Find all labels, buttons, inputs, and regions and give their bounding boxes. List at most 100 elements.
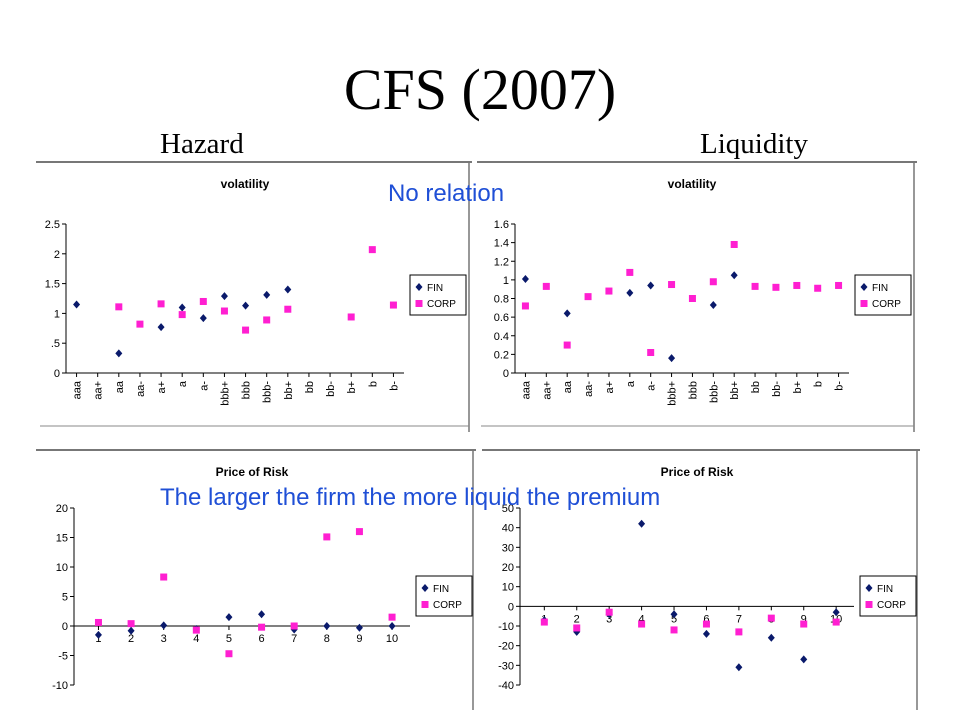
corp-point bbox=[355, 528, 363, 536]
legend-fin-label: FIN bbox=[877, 584, 893, 595]
fin-point bbox=[647, 281, 655, 290]
x-tick-label: 5 bbox=[226, 633, 232, 645]
x-tick-label: 3 bbox=[606, 613, 612, 625]
fin-point bbox=[94, 630, 102, 639]
corp-point bbox=[647, 349, 655, 357]
corp-point bbox=[263, 316, 271, 324]
corp-point bbox=[767, 614, 775, 622]
legend-fin-marker bbox=[860, 283, 868, 291]
corp-point bbox=[323, 533, 331, 541]
fin-point bbox=[115, 349, 123, 358]
fin-point bbox=[220, 292, 228, 301]
corp-point bbox=[160, 573, 168, 581]
x-tick-label: b- bbox=[388, 381, 400, 391]
corp-point bbox=[199, 297, 207, 305]
x-tick-label: bb bbox=[750, 381, 762, 393]
legend-corp-label: CORP bbox=[433, 600, 462, 611]
corp-point bbox=[389, 301, 397, 309]
corp-point bbox=[735, 628, 743, 636]
x-tick-label: a- bbox=[198, 381, 210, 391]
x-tick-label: 1 bbox=[95, 633, 101, 645]
legend-corp-marker bbox=[865, 601, 873, 608]
legend-fin-marker bbox=[421, 584, 429, 592]
legend-corp-label: CORP bbox=[427, 299, 456, 310]
y-tick-label: .5 bbox=[51, 338, 60, 350]
x-tick-label: 5 bbox=[671, 613, 677, 625]
y-tick-label: 20 bbox=[56, 503, 68, 515]
y-tick-label: 1 bbox=[503, 275, 509, 287]
hazard-volatility-chart: volatility 0.5 1 1.5 2 2.5 aaa aa+ aa aa-a+ a a-bbb… bbox=[36, 160, 472, 434]
fin-point bbox=[242, 301, 250, 310]
legend-corp-marker bbox=[860, 300, 868, 307]
corp-point bbox=[242, 326, 250, 334]
legend-corp-marker bbox=[421, 601, 429, 608]
x-tick-label: aa bbox=[114, 380, 126, 393]
fin-point bbox=[284, 285, 292, 294]
fin-point bbox=[160, 621, 168, 630]
hazard-price-of-risk-chart: Price of Risk -10 -5 0 5 10 15 20 1 2 3 4 5 6 7 8 9 10 FIN… bbox=[36, 448, 476, 712]
corp-point bbox=[284, 305, 292, 313]
fin-point bbox=[157, 323, 165, 332]
no-relation-annotation: No relation bbox=[388, 180, 505, 207]
x-tick-label: 4 bbox=[639, 613, 645, 625]
corp-point bbox=[584, 293, 592, 301]
fin-point bbox=[626, 288, 634, 297]
y-tick-label: 2 bbox=[54, 249, 60, 261]
x-tick-label: aaa bbox=[520, 380, 532, 399]
x-tick-label: a- bbox=[646, 381, 658, 391]
y-tick-label: 30 bbox=[502, 542, 514, 554]
x-tick-label: 2 bbox=[574, 613, 580, 625]
y-tick-label: 0.8 bbox=[494, 294, 509, 306]
x-tick-label: bbb bbox=[241, 381, 253, 399]
legend-corp-marker bbox=[415, 300, 423, 307]
fin-point bbox=[199, 314, 207, 323]
fin-point bbox=[767, 633, 775, 642]
x-tick-label: 9 bbox=[356, 633, 362, 645]
y-tick-label: 15 bbox=[56, 533, 68, 545]
chart-title: Price of Risk bbox=[216, 465, 289, 479]
fin-point bbox=[355, 623, 363, 632]
x-tick-label: bbb bbox=[687, 381, 699, 399]
x-tick-label: b+ bbox=[346, 381, 358, 394]
fin-point bbox=[323, 622, 331, 630]
y-tick-label: 1.6 bbox=[494, 219, 509, 231]
x-tick-label: a bbox=[625, 380, 637, 387]
corp-point bbox=[793, 281, 801, 289]
fin-point bbox=[702, 629, 710, 638]
corp-point bbox=[157, 300, 165, 308]
x-tick-label: bbb+ bbox=[667, 381, 679, 406]
liquidity-price-of-risk-chart: Price of Risk-40-30-20-10010203040501234… bbox=[482, 448, 920, 712]
y-tick-label: 20 bbox=[502, 562, 514, 574]
corp-point bbox=[835, 281, 843, 289]
x-tick-label: 7 bbox=[291, 633, 297, 645]
hazard-price-of-risk-svg: Price of Risk -10 -5 0 5 10 15 20 1 2 3 4 5 6 7 8 9 10 FIN… bbox=[36, 449, 476, 710]
fin-point bbox=[225, 613, 233, 622]
fin-point bbox=[73, 300, 81, 309]
x-tick-label: a+ bbox=[156, 381, 168, 394]
y-tick-label: -10 bbox=[498, 621, 514, 633]
x-tick-label: b- bbox=[834, 381, 846, 391]
x-tick-label: aaa bbox=[72, 380, 84, 399]
corp-point bbox=[832, 618, 840, 626]
x-tick-label: b+ bbox=[792, 381, 804, 394]
legend-box bbox=[854, 274, 912, 316]
corp-point bbox=[605, 287, 613, 295]
legend-corp-label: CORP bbox=[877, 600, 906, 611]
y-tick-label: 1.5 bbox=[45, 279, 60, 291]
x-tick-label: b bbox=[367, 381, 379, 387]
fin-point bbox=[670, 610, 678, 619]
chart-title: Price of Risk bbox=[661, 465, 734, 479]
fin-point bbox=[730, 271, 738, 280]
x-tick-label: bb bbox=[304, 381, 316, 393]
legend-fin-label: FIN bbox=[433, 584, 449, 595]
x-tick-label: 7 bbox=[736, 613, 742, 625]
y-tick-label: 0.4 bbox=[494, 331, 509, 343]
corp-point bbox=[605, 608, 613, 616]
x-tick-label: bb+ bbox=[283, 381, 295, 400]
corp-point bbox=[388, 613, 396, 621]
liquidity-heading: Liquidity bbox=[700, 128, 808, 160]
legend-fin-marker bbox=[865, 584, 873, 592]
corp-point bbox=[751, 282, 759, 290]
